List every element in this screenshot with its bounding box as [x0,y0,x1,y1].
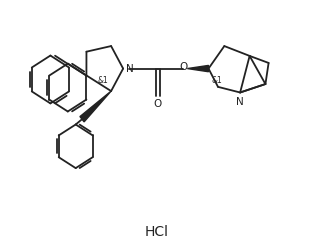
Text: N: N [236,97,244,107]
Text: N: N [126,63,133,73]
Polygon shape [187,65,209,72]
Text: &1: &1 [98,76,108,85]
Text: &1: &1 [211,76,222,85]
Polygon shape [80,91,111,122]
Text: O: O [179,62,188,72]
Text: O: O [154,99,162,109]
Text: HCl: HCl [144,225,168,239]
